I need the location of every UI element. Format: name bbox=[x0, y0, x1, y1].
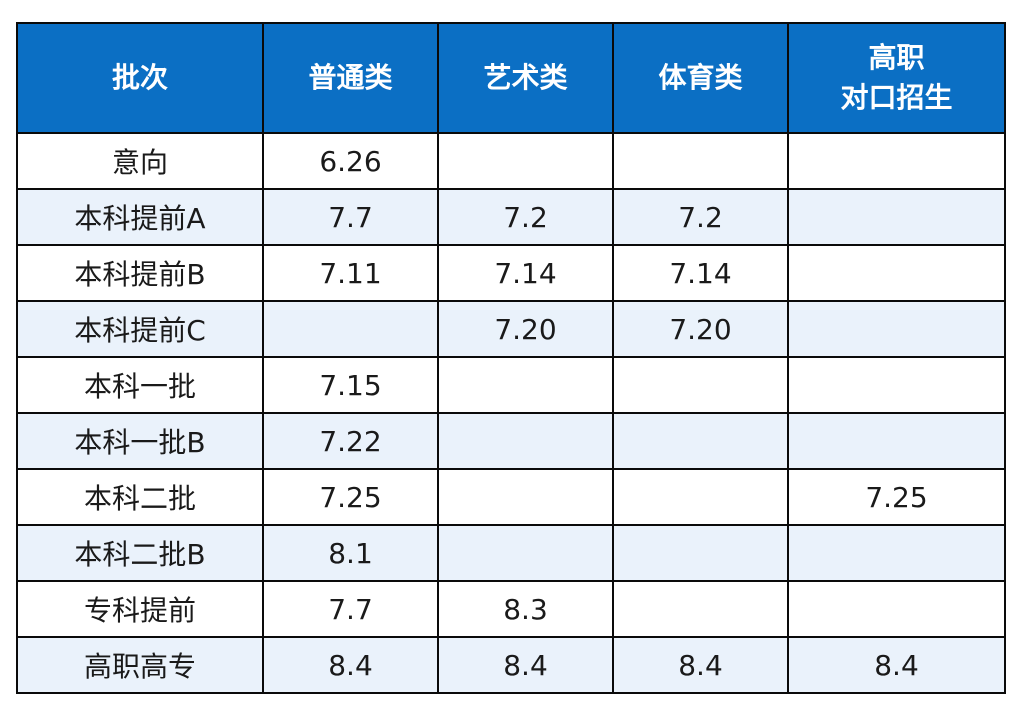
batch-cell: 本科提前A bbox=[16, 188, 264, 246]
sports-cell bbox=[612, 132, 789, 190]
general-cell: 7.7 bbox=[262, 188, 439, 246]
general-cell: 8.4 bbox=[262, 636, 439, 694]
arts-cell: 8.3 bbox=[437, 580, 614, 638]
arts-cell: 8.4 bbox=[437, 636, 614, 694]
batch-cell: 本科提前C bbox=[16, 300, 264, 358]
table-row: 本科提前C 7.20 7.20 bbox=[16, 300, 1006, 358]
table-row: 本科一批 7.15 bbox=[16, 356, 1006, 414]
header-vocational-line2: 对口招生 bbox=[840, 81, 953, 114]
general-cell: 7.11 bbox=[262, 244, 439, 302]
table-row: 高职高专 8.4 8.4 8.4 8.4 bbox=[16, 636, 1006, 694]
sports-cell bbox=[612, 412, 789, 470]
vocational-cell bbox=[787, 524, 1006, 582]
table-row: 专科提前 7.7 8.3 bbox=[16, 580, 1006, 638]
vocational-cell bbox=[787, 188, 1006, 246]
table-body: 意向 6.26 本科提前A 7.7 7.2 7.2 本科提前B 7.11 7.14 7.14 本科提… bbox=[16, 132, 1006, 694]
batch-cell: 本科提前B bbox=[16, 244, 264, 302]
sports-cell: 7.20 bbox=[612, 300, 789, 358]
vocational-cell bbox=[787, 580, 1006, 638]
header-row: 批次 普通类 艺术类 体育类 高职 对口招生 bbox=[16, 22, 1006, 134]
table-row: 本科二批 7.25 7.25 bbox=[16, 468, 1006, 526]
batch-cell: 本科二批 bbox=[16, 468, 264, 526]
arts-cell bbox=[437, 412, 614, 470]
general-cell: 7.15 bbox=[262, 356, 439, 414]
arts-cell bbox=[437, 132, 614, 190]
sports-cell bbox=[612, 524, 789, 582]
arts-cell bbox=[437, 524, 614, 582]
sports-cell bbox=[612, 356, 789, 414]
header-batch: 批次 bbox=[16, 22, 264, 134]
table-row: 本科提前A 7.7 7.2 7.2 bbox=[16, 188, 1006, 246]
table-row: 本科二批B 8.1 bbox=[16, 524, 1006, 582]
arts-cell: 7.14 bbox=[437, 244, 614, 302]
table-row: 本科一批B 7.22 bbox=[16, 412, 1006, 470]
sports-cell: 8.4 bbox=[612, 636, 789, 694]
header-arts: 艺术类 bbox=[437, 22, 614, 134]
general-cell: 6.26 bbox=[262, 132, 439, 190]
arts-cell: 7.2 bbox=[437, 188, 614, 246]
header-sports: 体育类 bbox=[612, 22, 789, 134]
batch-cell: 高职高专 bbox=[16, 636, 264, 694]
batch-cell: 专科提前 bbox=[16, 580, 264, 638]
vocational-cell bbox=[787, 300, 1006, 358]
header-vocational-line1: 高职 bbox=[868, 41, 925, 74]
vocational-cell: 8.4 bbox=[787, 636, 1006, 694]
arts-cell bbox=[437, 468, 614, 526]
general-cell: 8.1 bbox=[262, 524, 439, 582]
arts-cell: 7.20 bbox=[437, 300, 614, 358]
header-general: 普通类 bbox=[262, 22, 439, 134]
batch-cell: 本科二批B bbox=[16, 524, 264, 582]
sports-cell bbox=[612, 580, 789, 638]
vocational-cell: 7.25 bbox=[787, 468, 1006, 526]
table-row: 本科提前B 7.11 7.14 7.14 bbox=[16, 244, 1006, 302]
general-cell bbox=[262, 300, 439, 358]
batch-cell: 本科一批 bbox=[16, 356, 264, 414]
table-header: 批次 普通类 艺术类 体育类 高职 对口招生 bbox=[16, 22, 1006, 134]
sports-cell bbox=[612, 468, 789, 526]
header-vocational: 高职 对口招生 bbox=[787, 22, 1006, 134]
general-cell: 7.25 bbox=[262, 468, 439, 526]
arts-cell bbox=[437, 356, 614, 414]
vocational-cell bbox=[787, 132, 1006, 190]
vocational-cell bbox=[787, 244, 1006, 302]
table-row: 意向 6.26 bbox=[16, 132, 1006, 190]
sports-cell: 7.14 bbox=[612, 244, 789, 302]
general-cell: 7.7 bbox=[262, 580, 439, 638]
general-cell: 7.22 bbox=[262, 412, 439, 470]
batch-cell: 意向 bbox=[16, 132, 264, 190]
vocational-cell bbox=[787, 412, 1006, 470]
sports-cell: 7.2 bbox=[612, 188, 789, 246]
schedule-table: 批次 普通类 艺术类 体育类 高职 对口招生 意向 6.26 本科提前A 7.7 7.2… bbox=[16, 22, 1006, 694]
schedule-table-container: 批次 普通类 艺术类 体育类 高职 对口招生 意向 6.26 本科提前A 7.7 7.2… bbox=[16, 22, 1006, 694]
batch-cell: 本科一批B bbox=[16, 412, 264, 470]
vocational-cell bbox=[787, 356, 1006, 414]
